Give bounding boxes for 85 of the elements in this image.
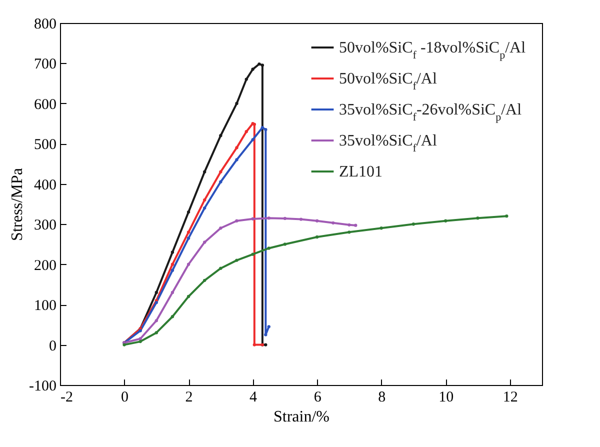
point [260, 126, 264, 130]
point [264, 333, 268, 336]
point [170, 290, 174, 294]
point [203, 170, 206, 174]
y-tick-label: 200 [34, 258, 56, 274]
legend-label: 35vol%SiC$_{f}$-26vol%SiC$_{p}$/Al [339, 102, 522, 124]
point [219, 170, 222, 174]
y-tick-label: 300 [34, 218, 56, 234]
point [235, 258, 238, 262]
point [264, 128, 268, 132]
point [380, 226, 383, 230]
point [476, 216, 480, 220]
point [235, 158, 238, 162]
point [251, 138, 254, 142]
point [267, 216, 270, 220]
point [354, 224, 358, 227]
y-tick-label: 400 [34, 177, 56, 194]
point [251, 252, 254, 256]
y-axis-title: Stress/MPa [9, 168, 26, 241]
point [219, 134, 222, 138]
point [315, 219, 319, 222]
y-tick-label: 600 [34, 96, 56, 113]
point [203, 278, 206, 282]
point [267, 325, 270, 328]
point [235, 102, 238, 106]
y-tick-label: 800 [34, 16, 56, 32]
point [244, 78, 248, 81]
point [251, 68, 254, 71]
x-tick-label: 10 [438, 390, 454, 406]
y-tick-label: -100 [29, 378, 56, 394]
point [186, 294, 190, 298]
point [235, 219, 238, 222]
y-tick-label: 0 [49, 338, 56, 354]
point [203, 198, 206, 202]
legend-label: 35vol%SiC$_{f}$/Al [339, 132, 438, 154]
x-tick-label: 2 [185, 390, 193, 406]
point [315, 235, 319, 239]
point [251, 217, 254, 220]
x-tick-label: -2 [60, 390, 73, 406]
point [258, 62, 261, 66]
point [170, 262, 174, 266]
x-tick-label: 6 [314, 390, 322, 406]
x-tick-label: 0 [121, 390, 129, 406]
point [186, 210, 190, 214]
point [244, 130, 248, 134]
point [444, 219, 448, 222]
y-tick-label: 700 [34, 56, 56, 73]
point [170, 315, 174, 318]
point [170, 250, 174, 254]
point [186, 230, 190, 234]
point [299, 218, 303, 221]
point [186, 262, 190, 266]
point [203, 206, 206, 210]
legend-label: 50vol%SiC$_{f}$ -18vol%SiC$_{p}$/Al [339, 40, 526, 62]
point [219, 180, 222, 184]
y-tick-label: 100 [34, 298, 56, 314]
legend-label: ZL101 [339, 164, 383, 180]
point [138, 337, 142, 340]
point [267, 246, 270, 250]
point [138, 340, 142, 344]
x-tick-label: 4 [250, 390, 258, 406]
point [505, 214, 508, 218]
point [154, 290, 158, 294]
point [348, 230, 351, 234]
point [348, 223, 351, 226]
point [252, 343, 256, 346]
point [154, 319, 158, 322]
point [219, 226, 222, 230]
point [260, 64, 264, 67]
point [283, 242, 287, 246]
point [219, 266, 222, 270]
point [235, 146, 238, 150]
point [264, 343, 268, 346]
point [283, 216, 287, 220]
legend-label: 50vol%SiC$_{f}$/Al [339, 70, 438, 92]
point [154, 331, 158, 334]
point [186, 236, 190, 240]
y-tick-label: 500 [34, 137, 56, 154]
x-axis-title: Strain/% [274, 408, 330, 426]
point [203, 240, 206, 244]
point [412, 222, 416, 226]
point [332, 221, 335, 224]
point [170, 268, 174, 272]
x-tick-label: 8 [378, 390, 386, 406]
x-tick-label: 12 [502, 390, 518, 406]
